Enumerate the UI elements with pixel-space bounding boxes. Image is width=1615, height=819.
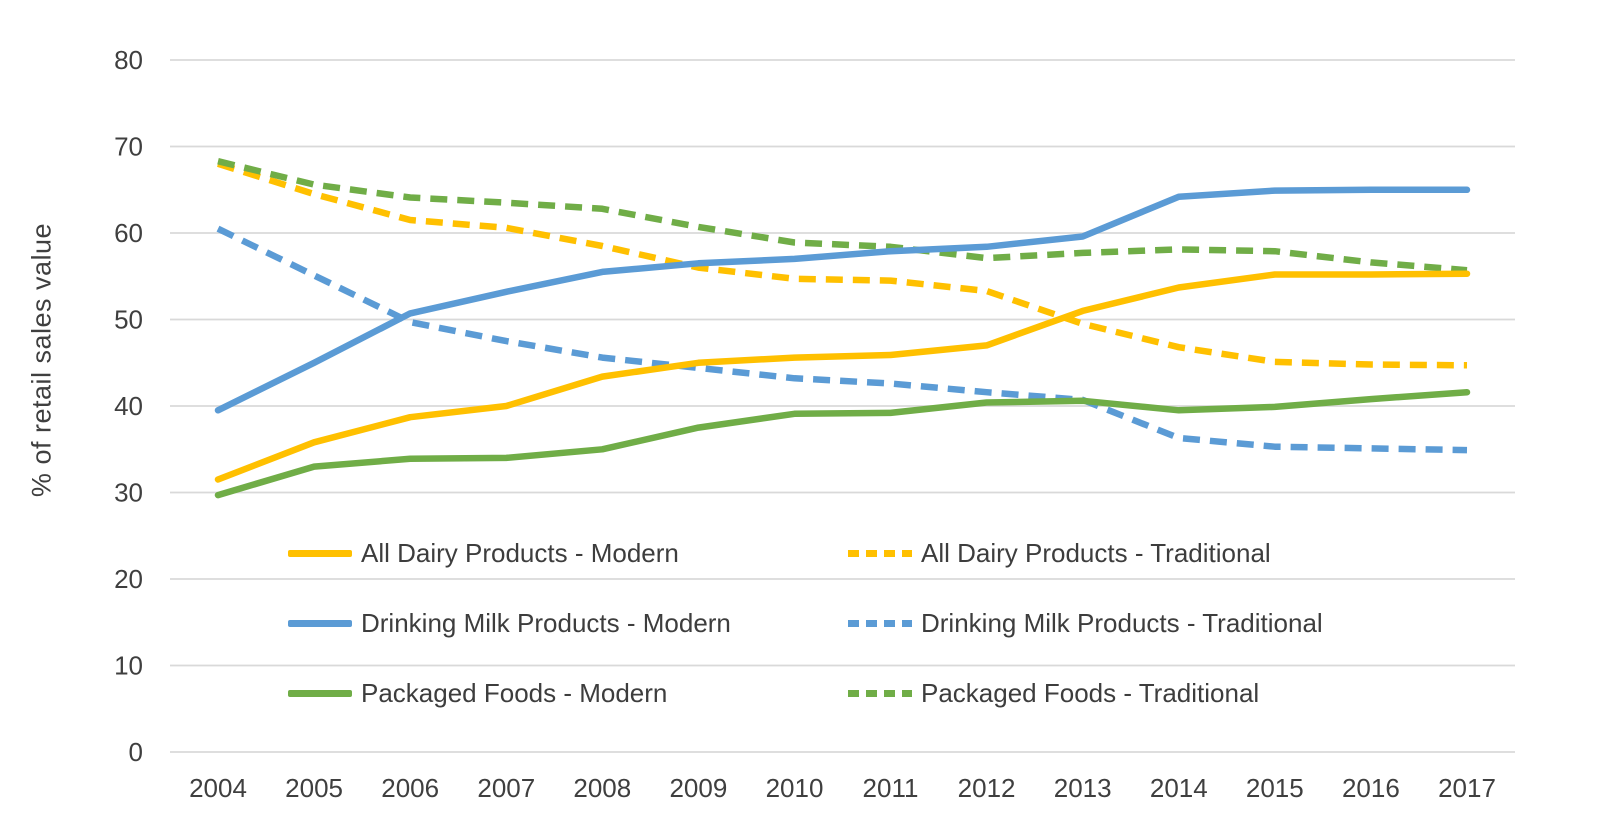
x-tick-label: 2007 [477,773,535,803]
x-tick-label: 2009 [669,773,727,803]
y-tick-label: 30 [114,478,143,508]
y-axis-title: % of retail sales value [26,222,57,498]
legend-column-modern: All Dairy Products - Modern Drinking Milk… [288,518,731,728]
x-tick-label: 2011 [863,773,919,803]
y-tick-label: 10 [114,651,143,681]
x-tick-label: 2004 [189,773,247,803]
legend-swatch-dashed-line-icon [848,689,912,697]
legend-item: Packaged Foods - Traditional [848,658,1323,728]
y-tick-label: 60 [114,218,143,248]
series-line-packaged-foods-modern [214,388,1471,499]
legend-label: All Dairy Products - Traditional [921,537,1271,568]
x-tick-label: 2016 [1342,773,1400,803]
legend-item: All Dairy Products - Traditional [848,518,1323,588]
legend-label: Drinking Milk Products - Traditional [921,607,1323,638]
series-line-all-dairy-products-traditional [217,160,1468,369]
legend-swatch-solid-line-icon [288,689,352,697]
legend-swatch-dashed-line-icon [848,549,912,557]
x-tick-label: 2012 [958,773,1016,803]
legend-swatch-solid-line-icon [288,619,352,627]
legend-column-traditional: All Dairy Products - Traditional Drinking… [848,518,1323,728]
series-line-all-dairy-products-modern [214,270,1471,483]
legend-label: Packaged Foods - Modern [361,677,668,708]
x-tick-label: 2010 [766,773,824,803]
legend-swatch-dashed-line-icon [848,619,912,627]
series-line-packaged-foods-traditional [217,158,1468,274]
x-tick-label: 2014 [1150,773,1208,803]
y-tick-label: 20 [114,564,143,594]
y-tick-label: 50 [114,305,143,335]
legend-label: All Dairy Products - Modern [361,537,679,568]
legend-swatch-solid-line-icon [288,549,352,557]
y-tick-label: 80 [114,45,143,75]
x-tick-label: 2015 [1246,773,1304,803]
legend-item: All Dairy Products - Modern [288,518,731,588]
series-line-drinking-milk-products-traditional [216,225,1468,454]
legend-item: Drinking Milk Products - Traditional [848,588,1323,658]
legend-label: Drinking Milk Products - Modern [361,607,731,638]
y-tick-label: 40 [114,391,143,421]
legend-label: Packaged Foods - Traditional [921,677,1260,708]
legend-item: Packaged Foods - Modern [288,658,731,728]
x-tick-label: 2006 [381,773,439,803]
y-tick-label: 0 [129,737,143,767]
y-tick-label: 70 [114,132,143,162]
x-tick-label: 2005 [285,773,343,803]
legend-item: Drinking Milk Products - Modern [288,588,731,658]
x-tick-label: 2013 [1054,773,1112,803]
series-line-drinking-milk-products-modern [214,186,1471,414]
x-tick-label: 2008 [573,773,631,803]
x-tick-label: 2017 [1438,773,1496,803]
legend: All Dairy Products - Modern Drinking Milk… [288,518,1388,728]
